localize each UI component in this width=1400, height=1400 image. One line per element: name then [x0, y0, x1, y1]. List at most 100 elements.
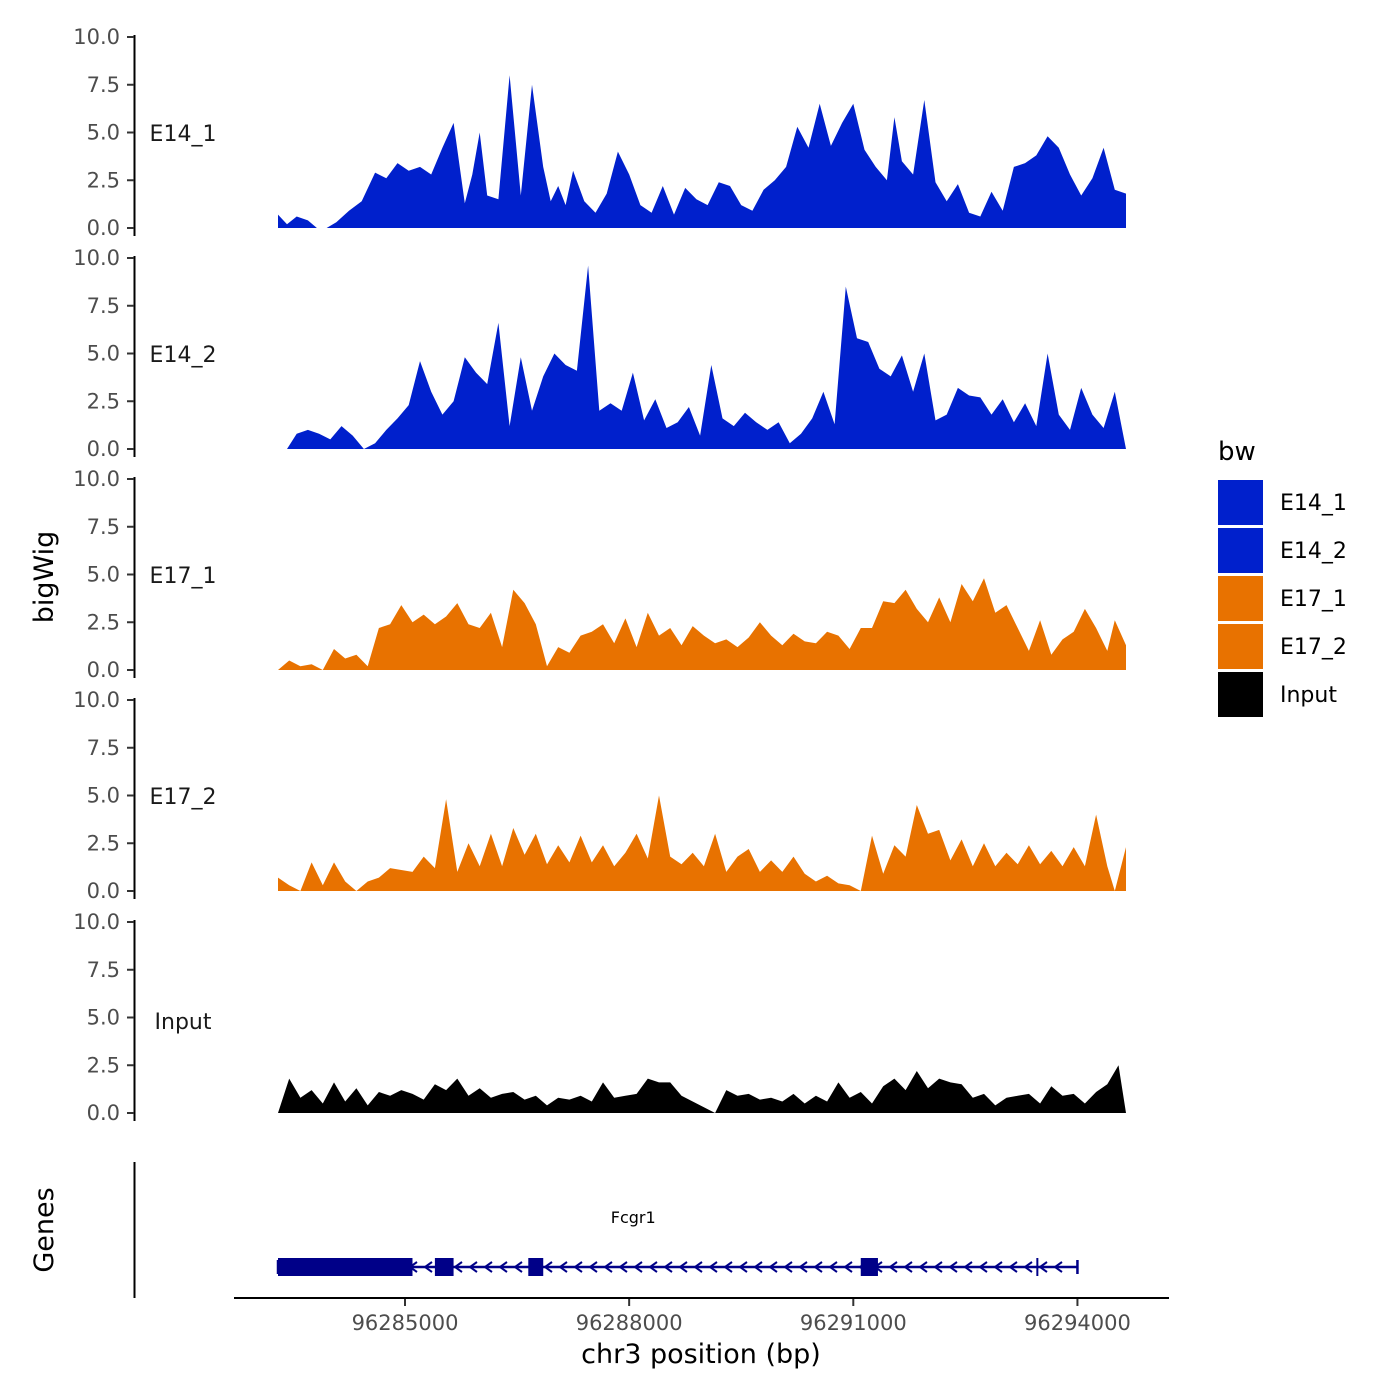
strand-chevron: [798, 1261, 808, 1273]
track-label: E14_2: [150, 343, 217, 368]
gene-model: [276, 1258, 1079, 1276]
y-tick-label: 2.5: [87, 831, 120, 855]
y-tick-label: 2.5: [87, 168, 120, 192]
strand-chevron: [888, 1261, 898, 1273]
legend-label: Input: [1280, 683, 1337, 708]
strand-chevron: [483, 1261, 493, 1273]
strand-chevron: [783, 1261, 793, 1273]
gene-exon: [434, 1258, 454, 1276]
x-axis-title: chr3 position (bp): [581, 1339, 821, 1370]
strand-chevron: [558, 1261, 568, 1273]
y-tick-label: 0.0: [87, 437, 120, 461]
strand-chevron: [753, 1261, 763, 1273]
gene-exon: [860, 1258, 878, 1276]
genes-panel: Genes Fcgr1: [29, 1162, 1079, 1298]
y-tick-label: 5.0: [87, 563, 120, 587]
gene-exon: [1036, 1258, 1039, 1276]
strand-chevron: [588, 1261, 598, 1273]
strand-chevron: [1008, 1261, 1018, 1273]
area-E17_2: [278, 795, 1126, 891]
y-tick-label: 5.0: [87, 784, 120, 808]
legend-entry-E17_1: E17_1: [1218, 576, 1347, 621]
strand-chevron: [993, 1261, 1003, 1273]
y-tick-label: 5.0: [87, 1006, 120, 1030]
legend-label: E14_2: [1280, 539, 1347, 564]
genes-axis-title: Genes: [29, 1187, 60, 1272]
strand-chevron: [903, 1261, 913, 1273]
strand-chevron: [498, 1261, 508, 1273]
strand-chevron: [618, 1261, 628, 1273]
track-E14_2: 0.0 2.5 5.0 7.5 10.0 E14_2: [73, 246, 1126, 461]
strand-chevron: [948, 1261, 958, 1273]
strand-chevron: [723, 1261, 733, 1273]
strand-chevron: [1023, 1261, 1033, 1273]
x-tick-label: 96285000: [352, 1311, 459, 1335]
track-E17_2: 0.0 2.5 5.0 7.5 10.0 E17_2: [73, 688, 1126, 903]
strand-chevron: [573, 1261, 583, 1273]
legend-label: E14_1: [1280, 491, 1347, 516]
strand-chevron: [828, 1261, 838, 1273]
strand-chevron: [963, 1261, 973, 1273]
legend-label: E17_1: [1280, 587, 1347, 612]
y-tick-label: 10.0: [73, 25, 120, 49]
legend-entry-Input: Input: [1218, 672, 1337, 717]
gene-label: Fcgr1: [611, 1208, 656, 1227]
legend-swatch: [1218, 672, 1263, 717]
strand-chevron: [453, 1261, 463, 1273]
legend-swatch: [1218, 576, 1263, 621]
strand-chevron: [1053, 1261, 1063, 1273]
strand-chevron: [978, 1261, 988, 1273]
area-E14_2: [278, 265, 1126, 449]
y-tick-label: 0.0: [87, 216, 120, 240]
y-tick-label: 10.0: [73, 467, 120, 491]
y-tick-label: 2.5: [87, 1053, 120, 1077]
track-label: Input: [155, 1010, 212, 1035]
x-axis: 96285000 96288000 96291000 96294000 chr3 po…: [234, 1297, 1169, 1370]
gene-exon: [528, 1258, 544, 1276]
y-tick-label: 7.5: [87, 294, 120, 318]
y-tick-label: 2.5: [87, 389, 120, 413]
strand-chevron: [603, 1261, 613, 1273]
strand-chevron: [513, 1261, 523, 1273]
strand-chevron: [1038, 1261, 1048, 1273]
legend-swatch: [1218, 624, 1263, 669]
strand-chevron: [843, 1261, 853, 1273]
track-label: E17_1: [150, 564, 217, 589]
strand-chevron: [708, 1261, 718, 1273]
track-label: E17_2: [150, 785, 217, 810]
track-E17_1: 0.0 2.5 5.0 7.5 10.0 E17_1: [73, 467, 1126, 682]
legend-title: bw: [1218, 437, 1256, 467]
y-tick-label: 7.5: [87, 73, 120, 97]
y-tick-label: 7.5: [87, 515, 120, 539]
area-E14_1: [278, 75, 1126, 228]
y-tick-label: 10.0: [73, 246, 120, 270]
x-tick-label: 96291000: [800, 1311, 907, 1335]
y-tick-label: 10.0: [73, 688, 120, 712]
legend-entry-E14_1: E14_1: [1218, 480, 1347, 525]
strand-chevron: [648, 1261, 658, 1273]
track-label: E14_1: [150, 122, 217, 147]
coverage-tracks: 0.0 2.5 5.0 7.5 10.0 E14_1 0.0 2.5 5.0 7.5 10.0 E14…: [73, 25, 1126, 1125]
legend-label: E17_2: [1280, 635, 1347, 660]
track-E14_1: 0.0 2.5 5.0 7.5 10.0 E14_1: [73, 25, 1126, 240]
strand-chevron: [678, 1261, 688, 1273]
y-tick-label: 5.0: [87, 121, 120, 145]
y-tick-label: 0.0: [87, 879, 120, 903]
x-axis-ticks: 96285000 96288000 96291000 96294000: [352, 1299, 1131, 1335]
y-tick-label: 10.0: [73, 910, 120, 934]
y-tick-label: 5.0: [87, 342, 120, 366]
area-E17_1: [278, 578, 1126, 670]
y-tick-label: 0.0: [87, 1101, 120, 1125]
strand-chevron: [813, 1261, 823, 1273]
y-axis-title: bigWig: [29, 531, 60, 624]
x-tick-label: 96294000: [1024, 1311, 1131, 1335]
strand-chevron: [918, 1261, 928, 1273]
gene-exon: [278, 1258, 413, 1276]
strand-chevron: [543, 1261, 553, 1273]
strand-chevron: [933, 1261, 943, 1273]
legend-entries: E14_1 E14_2 E17_1 E17_2 Input: [1218, 480, 1347, 717]
strand-chevron: [423, 1261, 433, 1273]
legend-entry-E14_2: E14_2: [1218, 528, 1347, 573]
legend-entry-E17_2: E17_2: [1218, 624, 1347, 669]
area-Input: [278, 1065, 1126, 1113]
